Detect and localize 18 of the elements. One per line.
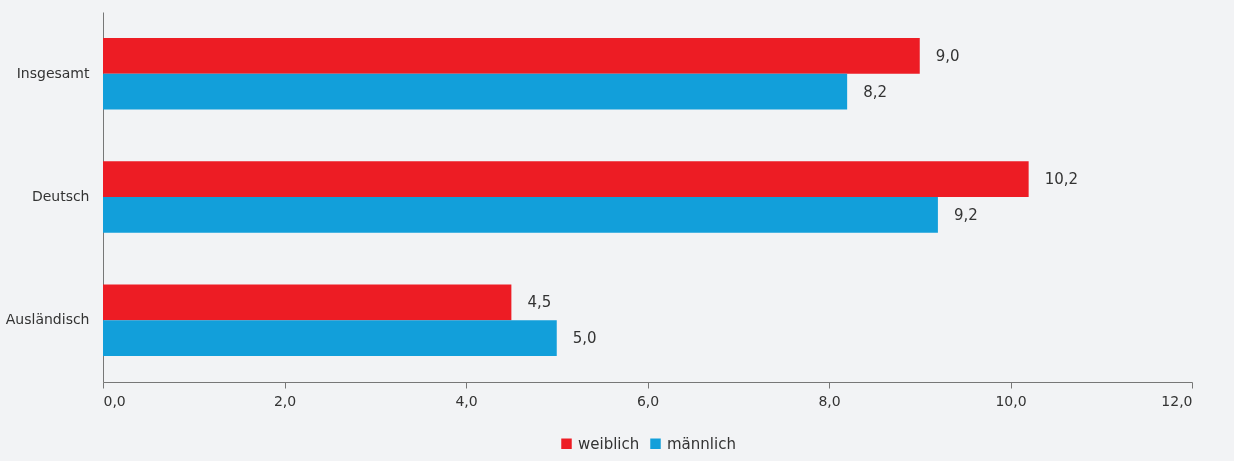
x-tick-label: 2,0 [273, 392, 297, 409]
data-label: 10,2 [1044, 170, 1079, 189]
y-tick-label: Ausländisch [5, 311, 90, 328]
x-tick-label: 8,0 [818, 392, 841, 409]
data-label: 4,5 [527, 293, 552, 312]
x-tick-label: 12,0 [1161, 392, 1193, 409]
x-tick-label: 6,0 [636, 392, 660, 409]
x-tick-label: 10,0 [995, 392, 1027, 409]
legend-label: weiblich [578, 434, 640, 453]
legend-label: männlich [667, 434, 736, 453]
data-label: 9,0 [935, 46, 960, 65]
data-label: 9,2 [953, 205, 978, 224]
y-tick-label: Insgesamt [16, 64, 91, 81]
x-tick-label: 0,0 [103, 392, 126, 409]
x-tick-label: 4,0 [455, 392, 478, 409]
data-label: 5,0 [572, 329, 597, 348]
data-label: 8,2 [863, 82, 888, 101]
y-tick-label: Deutsch [31, 188, 90, 204]
